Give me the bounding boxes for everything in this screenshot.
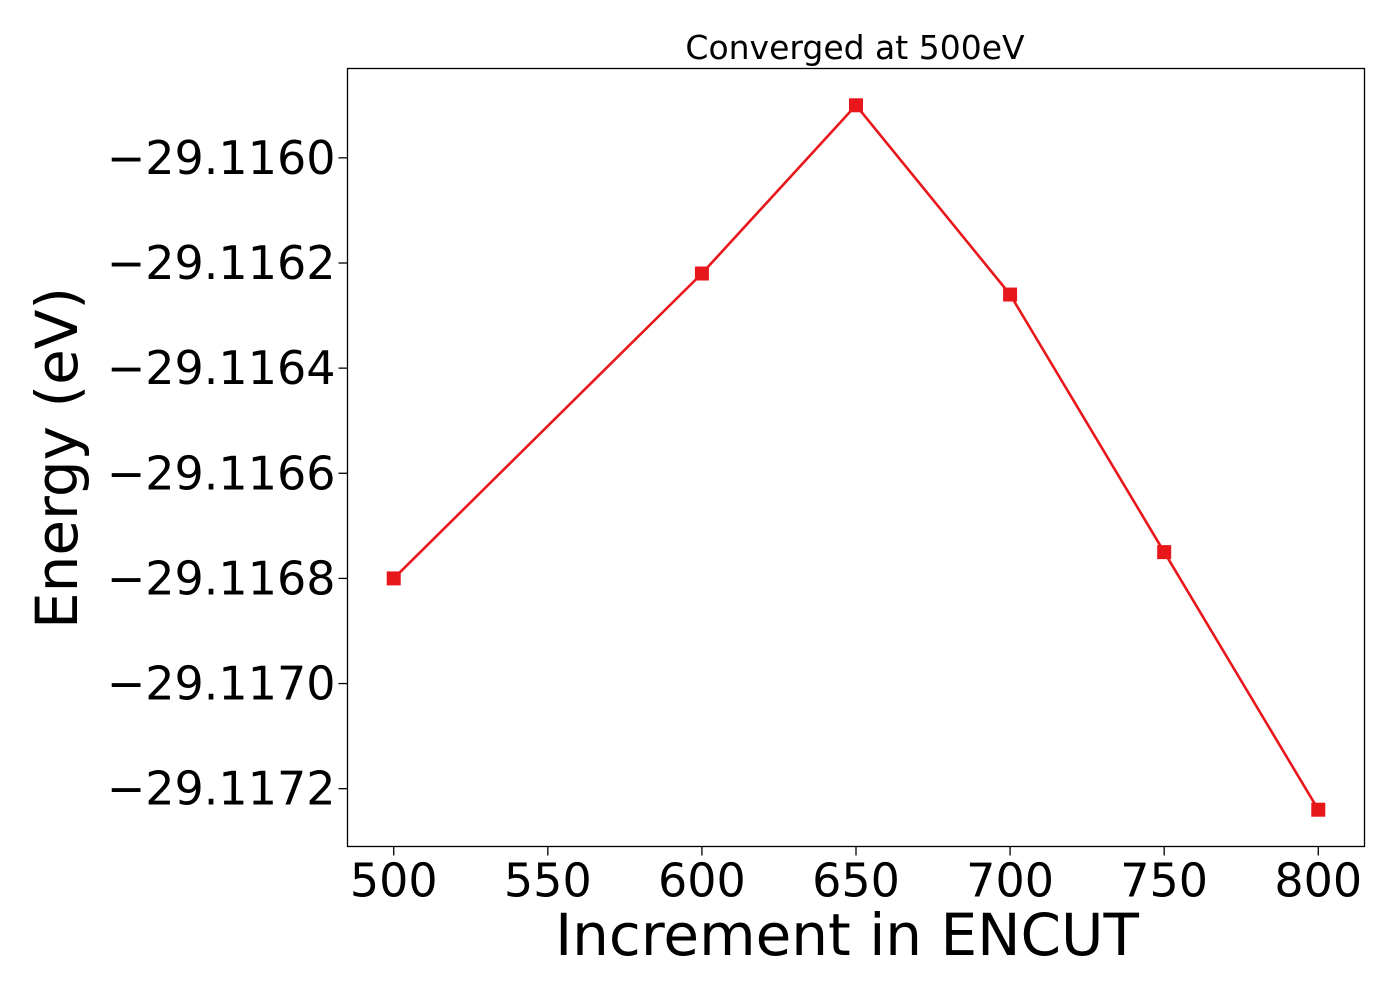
y-tick-label: −29.1162	[107, 236, 336, 290]
y-tick-label: −29.1160	[107, 131, 336, 185]
x-tick-label: 600	[658, 854, 746, 908]
data-point-marker	[1311, 802, 1326, 817]
data-point-marker	[386, 571, 401, 586]
x-tick-label: 550	[504, 854, 592, 908]
y-tick-label: −29.1168	[107, 551, 336, 605]
y-tick-label: −29.1170	[107, 657, 336, 711]
y-tick-label: −29.1164	[107, 341, 336, 395]
series-line	[392, 103, 1320, 811]
y-tick-label: −29.1166	[107, 446, 336, 500]
data-point-marker	[1157, 545, 1172, 560]
chart-title: Converged at 500eV	[685, 28, 1025, 67]
x-tick-label: 650	[812, 854, 900, 908]
x-tick-label: 500	[350, 854, 438, 908]
x-tick-label: 700	[966, 854, 1054, 908]
series-layer	[386, 98, 1326, 817]
y-tick-label: −29.1172	[107, 762, 336, 816]
data-point-marker	[1003, 287, 1018, 302]
x-tick-label: 750	[1120, 854, 1208, 908]
y-axis: −29.1160 −29.1162 −29.1164 −29.1166 −29.1168…	[107, 131, 348, 816]
y-axis-label: Energy (eV)	[23, 287, 91, 629]
x-axis-label: Increment in ENCUT	[555, 901, 1139, 969]
data-point-marker	[694, 266, 709, 281]
plot-frame	[346, 67, 1366, 848]
x-tick-label: 800	[1274, 854, 1362, 908]
x-axis: 500 550 600 650 700 750 800	[350, 846, 1362, 908]
data-point-marker	[849, 98, 863, 113]
